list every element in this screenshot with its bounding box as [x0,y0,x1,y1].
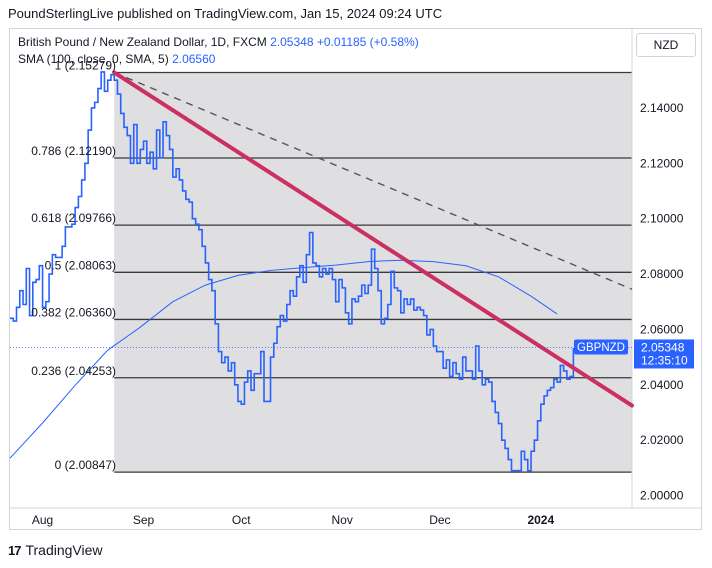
sma-legend[interactable]: SMA (100, close, 0, SMA, 5) 2.06560 [18,52,215,66]
chart-frame[interactable] [9,28,702,530]
price-change: +0.01185 (+0.58%) [316,35,419,49]
time-tick-label: Sep [133,513,155,527]
price-tick-label: 2.06000 [640,322,684,336]
footer-brand[interactable]: ⁠17 TradingView [8,542,103,558]
price-tag-countdown: 12:35:10 [641,353,688,367]
fib-level-label: 0.236 (2.04253) [31,364,116,378]
price-tick-label: 2.00000 [640,489,684,503]
price-tag [634,339,694,369]
symbol-tag [574,339,628,355]
price-tick-label: 2.08000 [640,267,684,281]
time-tick-label: Nov [331,513,352,527]
price-tick-label: 2.04000 [640,378,684,392]
last-price: 2.05348 [270,35,314,49]
price-line [10,71,577,472]
publisher-line: PoundSterlingLive published on TradingVi… [8,6,443,21]
fib-level-label: 0.5 (2.08063) [45,258,116,272]
fib-level-label: 0.382 (2.06360) [31,305,116,319]
dashed-trendline [113,71,633,290]
sma-value: 2.06560 [172,52,216,66]
sma-label: SMA (100, close, 0, SMA, 5) [18,52,169,66]
time-tick-label: 2024 [527,513,554,527]
sma-line [9,259,558,459]
fib-level-label: 1 (2.15279) [55,58,116,72]
symbol-legend[interactable]: British Pound / New Zealand Dollar, 1D, … [18,35,419,49]
fib-level-label: 0.786 (2.12190) [31,144,116,158]
tradingview-logo-icon: ⁠17 [8,542,22,558]
price-tick-label: 2.14000 [640,101,684,115]
symbol-tag-label: GBPNZD [577,342,625,354]
fib-level-label: 0.618 (2.09766) [31,211,116,225]
price-tag-value: 2.05348 [641,340,685,354]
footer-brand-label: TradingView [25,542,103,558]
price-tick-label: 2.12000 [640,156,684,170]
price-tick-label: 2.02000 [640,433,684,447]
symbol-title: British Pound / New Zealand Dollar, 1D, … [18,35,267,49]
fib-level-label: 0 (2.00847) [55,458,116,472]
resistance-trendline [112,70,634,408]
time-tick-label: Dec [429,513,450,527]
time-tick-label: Oct [232,513,251,527]
price-tick-label: 2.10000 [640,212,684,226]
time-tick-label: Aug [32,513,53,527]
currency-button[interactable]: NZD [636,33,696,57]
